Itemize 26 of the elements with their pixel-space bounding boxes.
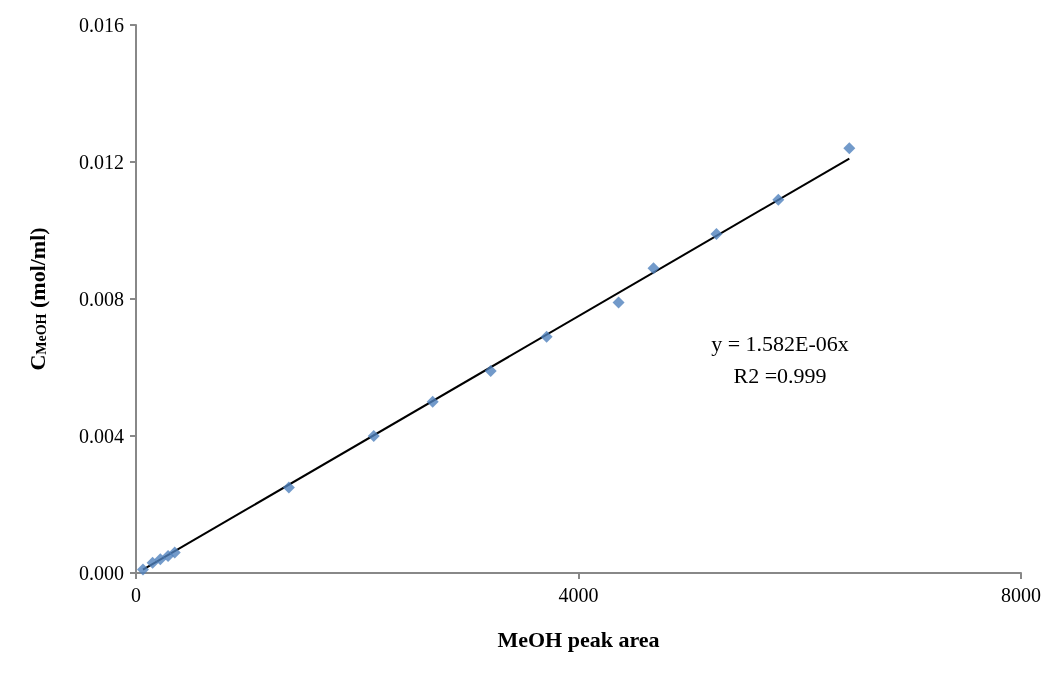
y-axis-title: CMeOH (mol/ml) (24, 227, 50, 371)
annotation: R2 =0.999 (733, 362, 827, 388)
point (484, 364, 497, 377)
point (540, 330, 553, 343)
y-tick-label: 0.008 (79, 288, 124, 310)
point (772, 193, 785, 206)
point (154, 553, 167, 566)
x-tick-label: 0 (131, 584, 141, 606)
y-tick-label: 0.012 (79, 151, 124, 173)
point (612, 296, 625, 309)
point (710, 227, 723, 240)
y-tick-label: 0.000 (79, 562, 124, 584)
point (168, 546, 181, 559)
y-tick-label: 0.004 (79, 425, 124, 447)
annotation: y = 1.582E-06x (711, 330, 849, 356)
y-tick-label: 0.016 (79, 14, 124, 36)
point (843, 142, 856, 155)
point (282, 481, 295, 494)
x-tick-label: 8000 (1001, 584, 1041, 606)
x-tick-label: 4000 (558, 584, 599, 606)
point (426, 395, 439, 408)
point (367, 430, 380, 442)
point (136, 563, 149, 576)
point (647, 262, 660, 275)
point (146, 556, 159, 569)
x-axis-title: MeOH peak area (497, 626, 660, 652)
